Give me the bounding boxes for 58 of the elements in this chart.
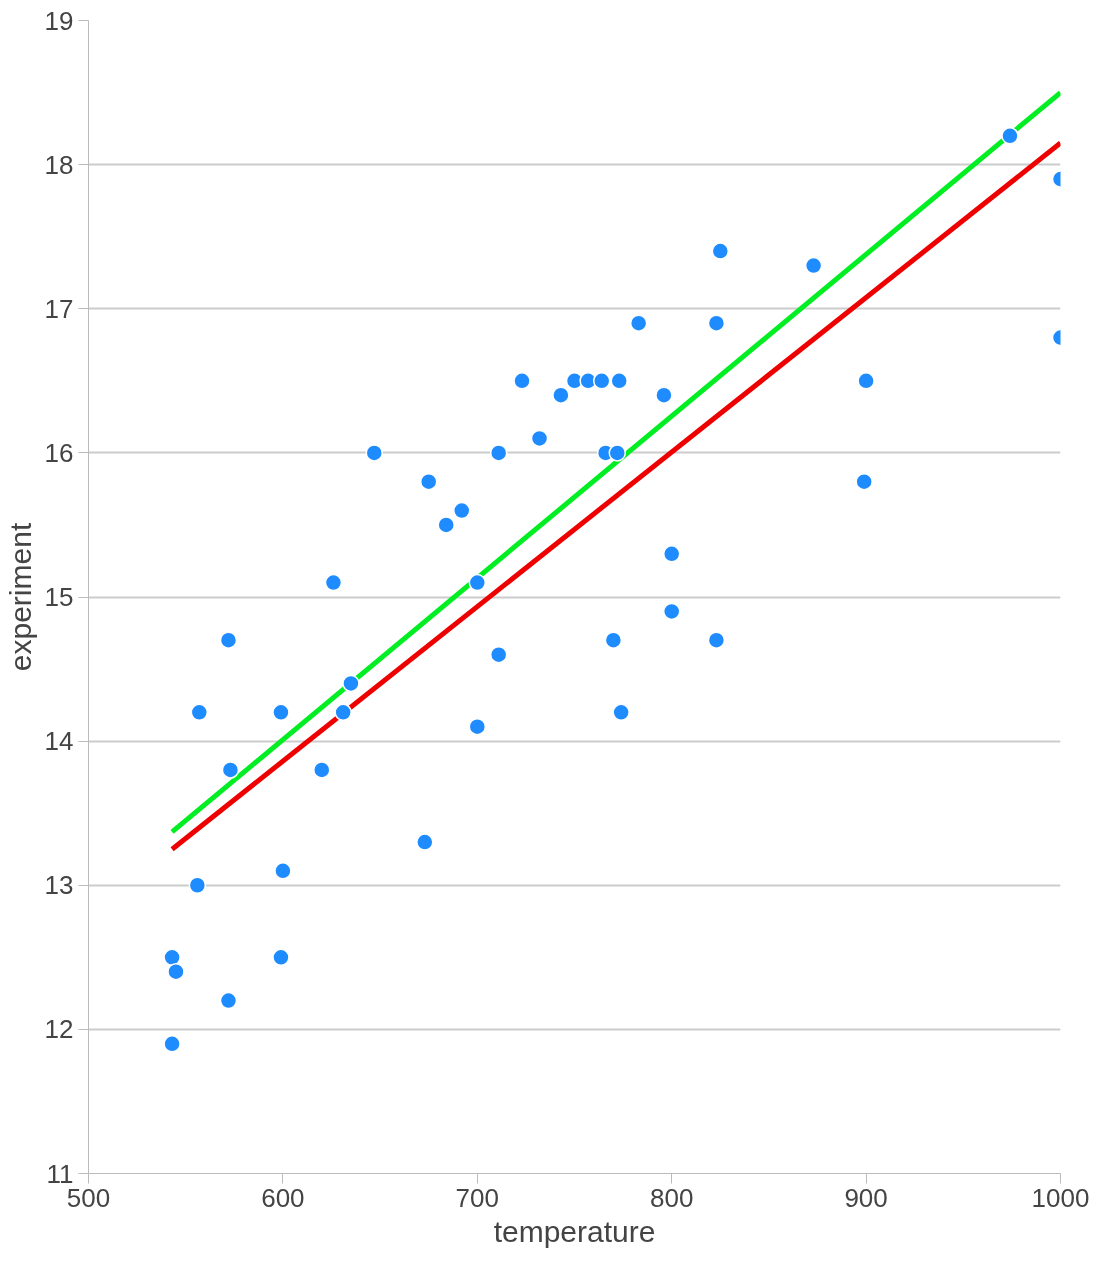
point [489, 444, 508, 462]
y-tick-label: 16 [44, 437, 74, 468]
y-tick-label: 12 [44, 1014, 74, 1045]
point [324, 573, 343, 592]
y-tick-label: 19 [44, 5, 74, 36]
x-axis-title: temperature [493, 1214, 656, 1248]
point [274, 862, 292, 880]
point [1001, 127, 1019, 145]
point [707, 314, 726, 332]
point [489, 645, 508, 664]
point [711, 242, 730, 260]
point [610, 372, 628, 390]
point [219, 991, 238, 1010]
x-tick-label: 600 [261, 1182, 305, 1213]
point [604, 631, 623, 649]
y-tick-label: 13 [44, 870, 74, 901]
point [468, 573, 487, 592]
y-tick-label: 18 [44, 149, 74, 180]
point [552, 386, 570, 404]
point [416, 833, 434, 851]
point [342, 674, 360, 693]
point [190, 703, 209, 722]
point [365, 444, 384, 462]
y-tick-label: 14 [44, 726, 74, 757]
point [655, 386, 673, 404]
point [513, 372, 531, 390]
point [334, 703, 352, 722]
point [453, 501, 471, 520]
point [662, 602, 681, 621]
point [855, 472, 873, 491]
y-tick-label: 17 [44, 293, 74, 324]
point [629, 314, 648, 332]
point [313, 761, 331, 779]
point [272, 703, 290, 722]
y-tick-label: 15 [44, 582, 74, 612]
point [857, 372, 875, 390]
point [612, 703, 630, 722]
point [163, 1035, 181, 1053]
x-tick-label: 800 [650, 1182, 694, 1213]
y-axis-title: experiment [3, 522, 37, 672]
point [167, 962, 185, 981]
x-tick-label: 700 [455, 1182, 499, 1213]
x-tick-label: 900 [844, 1182, 888, 1213]
point [468, 717, 487, 736]
point [662, 545, 681, 563]
point [608, 444, 627, 462]
point [163, 948, 181, 967]
point [804, 256, 823, 275]
point [707, 631, 726, 649]
point [219, 631, 238, 649]
x-tick-label: 1000 [1031, 1182, 1090, 1213]
point [530, 429, 549, 448]
point [437, 516, 455, 534]
point [221, 761, 240, 779]
point [419, 472, 438, 491]
point [188, 876, 207, 894]
point [592, 372, 611, 390]
point [272, 948, 290, 967]
